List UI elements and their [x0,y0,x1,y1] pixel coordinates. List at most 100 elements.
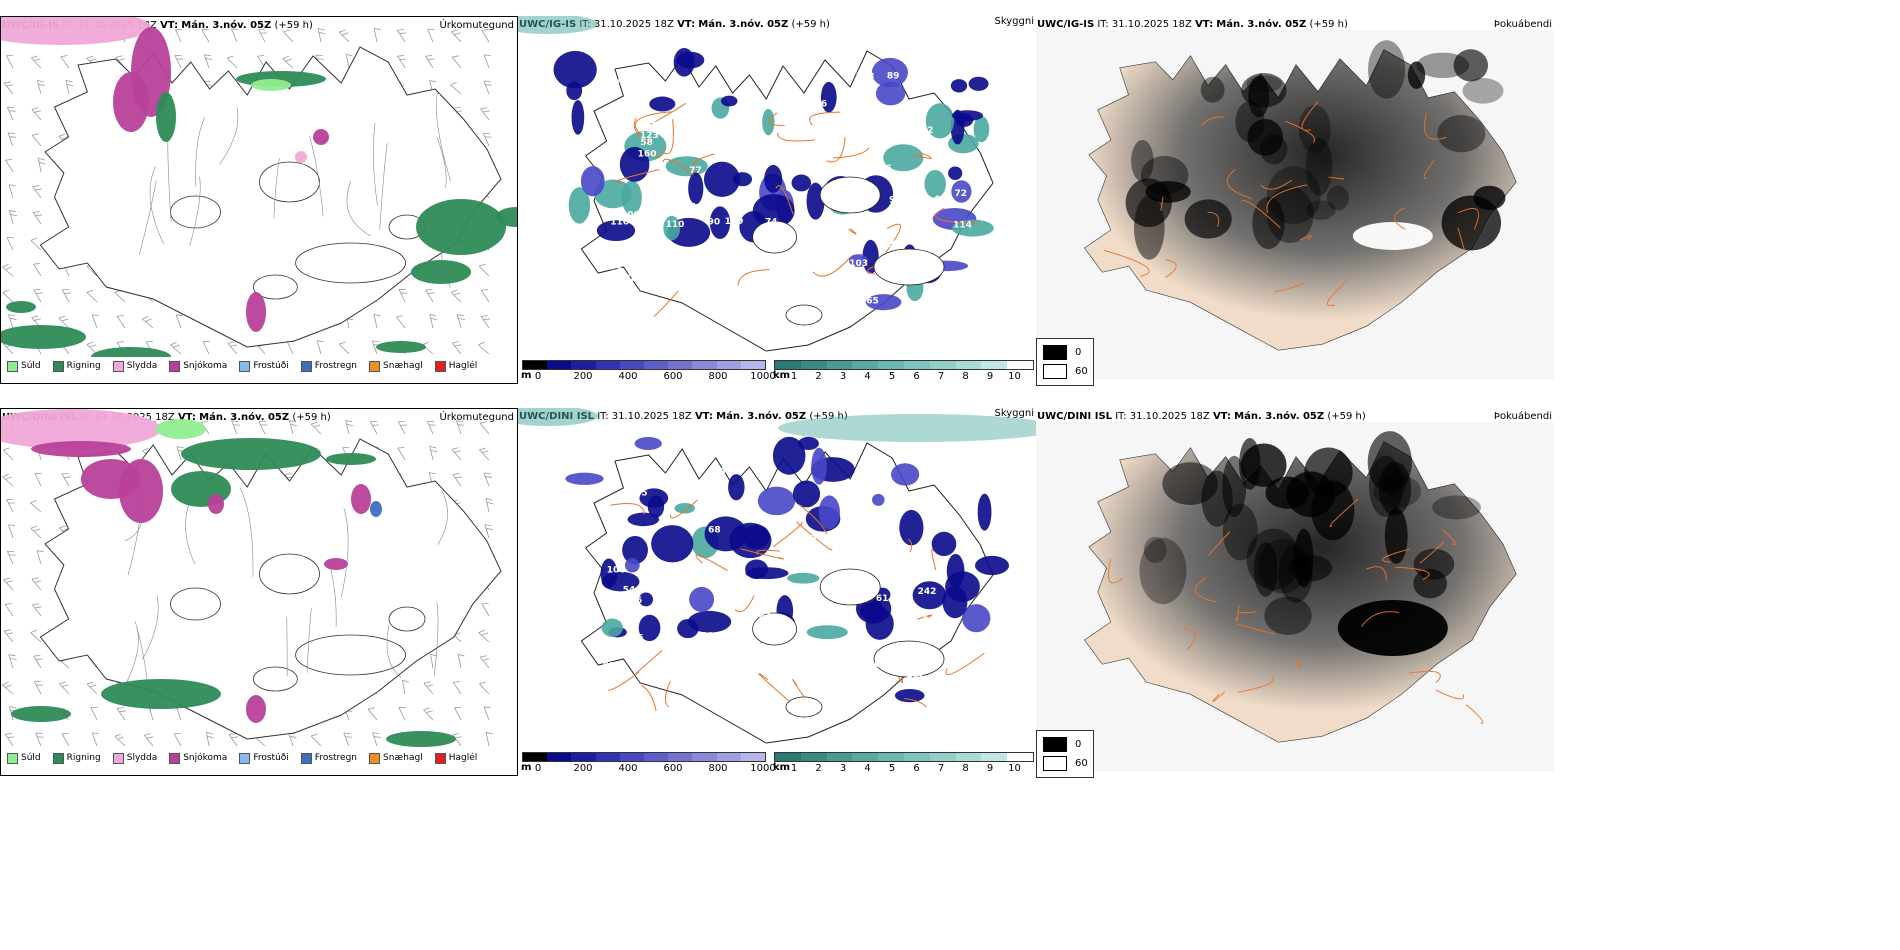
barb-flag [398,421,405,423]
barb-staff [5,159,14,173]
barb-flag [116,707,124,709]
barb-flag [62,289,69,291]
barb-staff [310,423,322,435]
legend-label: Súld [21,753,41,763]
precip-map [1,17,517,367]
barb-staff [86,683,98,695]
legend-label: Snjókoma [183,361,228,371]
barb-staff [373,28,378,43]
precip-title: Úrkomutegund [439,20,514,31]
legend-swatch [300,752,312,764]
cloud-base-value: 182 [758,649,777,659]
colorbar-step [619,753,645,761]
fog-legend-low: 0 [1075,347,1082,358]
barb-flag [427,58,435,60]
fog-patch [1337,600,1448,656]
barb-flag [9,136,17,138]
barb-flag [60,55,68,58]
colorbar-step [800,753,827,761]
precip-area [376,341,426,353]
barb-flag [396,315,404,318]
cloud-base-value: 94 [694,94,707,104]
barb-flag [36,550,44,553]
fog-patch [1139,537,1187,605]
glacier-outline [259,161,320,203]
cloud-base-colorbar: 0 200 400 600 800 1000 m [521,752,776,778]
wind-barb [30,237,42,251]
legend-label: Frostregn [314,361,358,371]
barb-staff [480,108,490,121]
cloud-base-value: 248 [618,274,637,284]
cloud-base-area [951,219,994,237]
barb-flag [118,58,126,61]
barb-flag [397,55,405,57]
barb-staff [397,55,406,69]
barb-flag [33,58,41,62]
barb-flag [116,341,124,343]
precip-area [156,419,206,439]
barb-flag [451,447,459,450]
cloud-base-value: 100 [621,211,640,221]
barb-flag [346,53,353,57]
precip-area [208,494,224,514]
fog-title: Þokuábendi [1493,19,1552,30]
wind-barb [3,577,14,591]
barb-staff [4,734,14,747]
valid-time: Mán. 3.nóv. 05Z [181,20,272,31]
barb-staff [483,54,490,69]
legend-item: Frostúði [239,752,289,764]
legend-swatch [434,752,446,764]
fog-patch [1352,222,1433,250]
road-line [615,169,660,183]
barb-staff [396,316,406,329]
precip-area [156,92,176,142]
cloud-base-area [791,174,812,192]
fog-map [1036,422,1554,772]
barb-staff [288,420,294,435]
fog-patch [1305,200,1336,220]
cloud-base-value: 160 [638,149,657,159]
cloud-base-value: 65 [866,297,879,307]
barb-staff [478,344,490,355]
wind-barb [33,289,43,303]
road-line [1200,116,1225,127]
barb-flag [5,603,12,605]
cloud-base-area [619,146,650,182]
legend-label: Snæhagl [383,753,423,763]
wind-barb [429,445,438,461]
barb-staff [86,266,98,277]
barb-flag [483,318,491,321]
barb-flag [346,423,354,427]
cloud-base-value: 77 [734,573,747,583]
cloud-base-value: 104 [701,632,720,642]
wind-barb [30,629,42,643]
cloud-base-area [806,182,825,220]
barb-flag [5,733,13,735]
wind-barb [423,707,434,721]
road-line [1458,208,1479,230]
cloud-base-area [627,512,660,527]
iceland-coastline [39,46,502,348]
precip-area [313,129,329,145]
cloud-base-value: 75 [708,579,721,589]
barb-flag [430,653,438,657]
barb-staff [345,420,350,435]
wind-barb [114,733,126,747]
barb-staff [450,84,462,95]
wind-barb [91,314,99,329]
barb-staff [481,603,490,617]
barb-flag [430,449,438,453]
barb-flag [457,314,464,317]
wind-barb [483,80,493,95]
barb-flag [457,653,465,657]
barb-flag [5,266,12,270]
legend-swatch [434,360,446,372]
glacier-outline [170,587,221,621]
precip-area [1,17,151,45]
cloud-base-value: 103 [816,222,835,232]
colorbar-step [775,753,801,761]
wind-barb [482,132,492,147]
barb-flag [6,499,14,500]
road-line [1104,249,1150,277]
